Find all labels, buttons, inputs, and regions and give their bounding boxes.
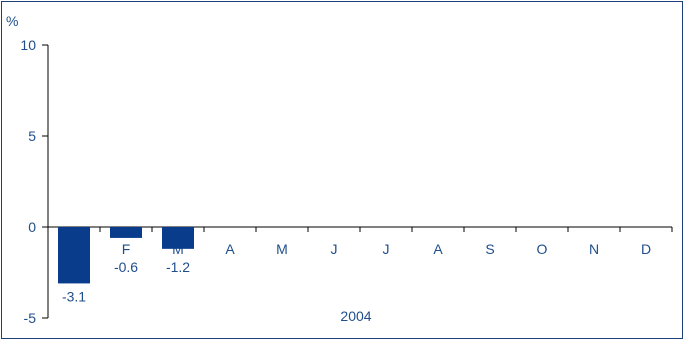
data-labels: -3.1 -0.6 -1.2 <box>62 259 190 304</box>
bar-value-label: -3.1 <box>62 288 86 304</box>
bar-value-label: -1.2 <box>166 259 190 275</box>
y-tick-label: 0 <box>28 219 36 235</box>
x-category-label: F <box>122 241 131 257</box>
bar <box>58 227 90 284</box>
x-category-label: M <box>172 241 184 257</box>
y-tick-label: -5 <box>24 310 37 326</box>
x-category-label: A <box>433 241 443 257</box>
x-category-label: S <box>485 241 494 257</box>
y-tick-label: 5 <box>28 128 36 144</box>
bar-value-label: -0.6 <box>114 259 138 275</box>
x-category-label: D <box>641 241 651 257</box>
x-category-label: J <box>383 241 390 257</box>
x-category-label: J <box>331 241 338 257</box>
x-category-label: A <box>225 241 235 257</box>
y-unit-label: % <box>6 13 18 29</box>
x-category-label: O <box>537 241 548 257</box>
x-axis-label: 2004 <box>340 308 371 324</box>
y-tick-label: 10 <box>20 37 36 53</box>
bars <box>58 227 194 284</box>
x-axis: JFMAMJJASOND <box>47 226 673 257</box>
x-category-label: N <box>589 241 599 257</box>
bar <box>162 227 194 249</box>
bar <box>110 227 142 238</box>
x-category-label: M <box>276 241 288 257</box>
y-axis: -5 0 5 10 <box>20 37 49 326</box>
